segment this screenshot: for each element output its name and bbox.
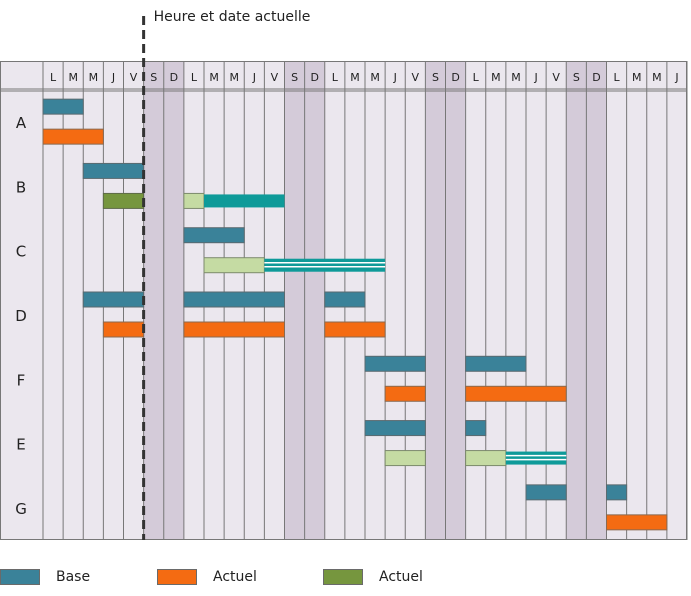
day-tick-label: L xyxy=(613,71,620,84)
day-tick-label: J xyxy=(674,71,678,84)
day-tick-label: M xyxy=(229,71,239,84)
day-tick-label: S xyxy=(150,71,157,84)
weekend-column xyxy=(163,61,184,540)
gantt-bar-done xyxy=(102,192,145,209)
day-tick-label: J xyxy=(533,71,537,84)
day-tick-label: M xyxy=(652,71,662,84)
day-tick-label: M xyxy=(350,71,360,84)
gantt-bar-base xyxy=(465,420,487,437)
day-tick-label: D xyxy=(592,71,600,84)
day-tick-label: V xyxy=(271,71,279,84)
weekend-column xyxy=(445,61,466,540)
day-tick-label: M xyxy=(370,71,380,84)
day-tick-label: D xyxy=(310,71,318,84)
row-label: F xyxy=(17,371,26,389)
day-tick-label: J xyxy=(252,71,256,84)
weekend-column xyxy=(586,61,607,540)
day-tick-label: S xyxy=(291,71,298,84)
day-tick-label: L xyxy=(50,71,57,84)
day-tick-label: S xyxy=(432,71,439,84)
day-tick-label: M xyxy=(68,71,78,84)
legend-label-actual: Actuel xyxy=(213,569,257,585)
day-tick-label: S xyxy=(573,71,580,84)
current-time-label: Heure et date actuelle xyxy=(154,9,311,25)
weekend-column xyxy=(143,61,164,540)
row-label: C xyxy=(16,243,26,261)
day-tick-label: M xyxy=(511,71,521,84)
gantt-bar-base xyxy=(324,291,366,308)
day-tick-label: L xyxy=(332,71,339,84)
weekend-column xyxy=(566,61,587,540)
gantt-bar-base xyxy=(82,162,145,179)
legend-swatch-actual xyxy=(157,569,197,585)
gantt-bar-actual xyxy=(324,321,386,338)
day-tick-label: M xyxy=(209,71,219,84)
day-tick-label: L xyxy=(473,71,480,84)
row-label: A xyxy=(16,114,27,132)
day-tick-label: M xyxy=(89,71,99,84)
chart-border xyxy=(0,61,687,540)
gantt-bar-actual xyxy=(606,514,668,531)
row-label: E xyxy=(16,436,25,454)
day-tick-label: M xyxy=(632,71,642,84)
legend-swatch-actual-done xyxy=(323,569,363,585)
row-label: D xyxy=(15,307,27,325)
day-tick-label: M xyxy=(491,71,501,84)
day-tick-label: D xyxy=(170,71,178,84)
gantt-bar-slack xyxy=(264,258,386,272)
day-tick-label: L xyxy=(191,71,198,84)
day-tick-label: J xyxy=(111,71,115,84)
gantt-bar-base xyxy=(364,355,426,372)
row-label: G xyxy=(15,500,27,518)
gantt-bar-actual xyxy=(102,321,145,338)
weekend-column xyxy=(304,61,325,540)
gantt-bar-remaining xyxy=(203,257,265,274)
gantt-bar-actual xyxy=(465,385,567,402)
legend-label-actual-done: Actuel xyxy=(379,569,423,585)
day-tick-label: V xyxy=(130,71,138,84)
gantt-bar-slack xyxy=(505,451,567,465)
legend-label-base: Base xyxy=(56,569,91,585)
day-tick-label: J xyxy=(393,71,397,84)
day-tick-label: V xyxy=(552,71,560,84)
gantt-bar-base xyxy=(82,291,145,308)
weekend-column xyxy=(284,61,305,540)
gantt-bar-continuation xyxy=(204,194,285,208)
gantt-bar-actual xyxy=(42,128,104,145)
gantt-bar-remaining xyxy=(183,192,205,209)
gantt-bar-base xyxy=(606,484,628,501)
legend-swatch-base xyxy=(0,569,40,585)
gantt-bar-base xyxy=(465,355,527,372)
gantt-bar-remaining xyxy=(384,450,426,467)
row-label: B xyxy=(16,178,26,196)
gantt-bar-actual xyxy=(384,385,426,402)
gantt-bar-base xyxy=(183,227,245,244)
day-tick-label: V xyxy=(412,71,420,84)
gantt-bar-actual xyxy=(183,321,285,338)
weekend-column xyxy=(425,61,446,540)
gantt-bar-base xyxy=(183,291,285,308)
gantt-bar-base xyxy=(42,98,84,115)
gantt-bar-base xyxy=(525,484,567,501)
gantt-bar-base xyxy=(364,420,426,437)
day-tick-label: D xyxy=(451,71,459,84)
gantt-bar-remaining xyxy=(465,450,507,467)
